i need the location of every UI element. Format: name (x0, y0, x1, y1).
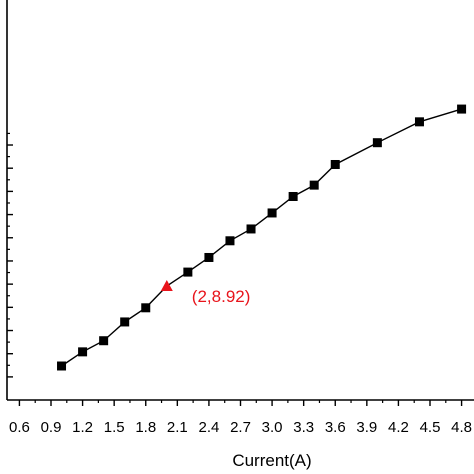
data-point (141, 303, 151, 313)
data-point (120, 317, 130, 327)
highlight-layer: (2,8.92) (160, 280, 251, 306)
x-tick-label: 3.6 (325, 419, 346, 436)
data-point (99, 336, 109, 346)
x-tick-label: 4.5 (420, 419, 441, 436)
series-line (61, 108, 462, 367)
data-point (204, 252, 214, 262)
data-point (78, 347, 88, 357)
x-tick-label: 0.9 (41, 419, 62, 436)
x-tick-label: 3.9 (356, 419, 377, 436)
x-axis-title: Current(A) (232, 451, 311, 470)
x-tick-label: 2.4 (198, 419, 219, 436)
data-point (372, 138, 382, 148)
data-point (330, 159, 340, 169)
highlight-marker (160, 280, 173, 291)
x-tick-label: 1.8 (135, 419, 156, 436)
x-tick-label: 2.1 (167, 419, 188, 436)
highlight-label: (2,8.92) (192, 287, 251, 306)
data-point (267, 208, 277, 218)
x-tick-label: 4.8 (451, 419, 472, 436)
x-tick-label: 0.6 (9, 419, 30, 436)
data-point (183, 267, 193, 277)
data-point (414, 117, 424, 127)
data-point (246, 224, 256, 234)
x-tick-label: 3.0 (262, 419, 283, 436)
series-layer (57, 104, 467, 371)
x-tick-label: 2.7 (230, 419, 251, 436)
axes: 0.6 0.9 1.2 1.5 1.8 2.1 2.4 2.7 3.0 3.3 3.6 3.9 4.2 4… (6, 0, 474, 436)
x-tick-label: 4.2 (388, 419, 409, 436)
x-tick-label: 3.3 (293, 419, 314, 436)
data-point (57, 361, 67, 371)
x-tick-label: 1.5 (104, 419, 125, 436)
data-point (225, 236, 235, 246)
data-point (457, 104, 467, 114)
data-point (309, 180, 319, 190)
x-tick-label: 1.2 (72, 419, 93, 436)
data-point (288, 191, 298, 201)
